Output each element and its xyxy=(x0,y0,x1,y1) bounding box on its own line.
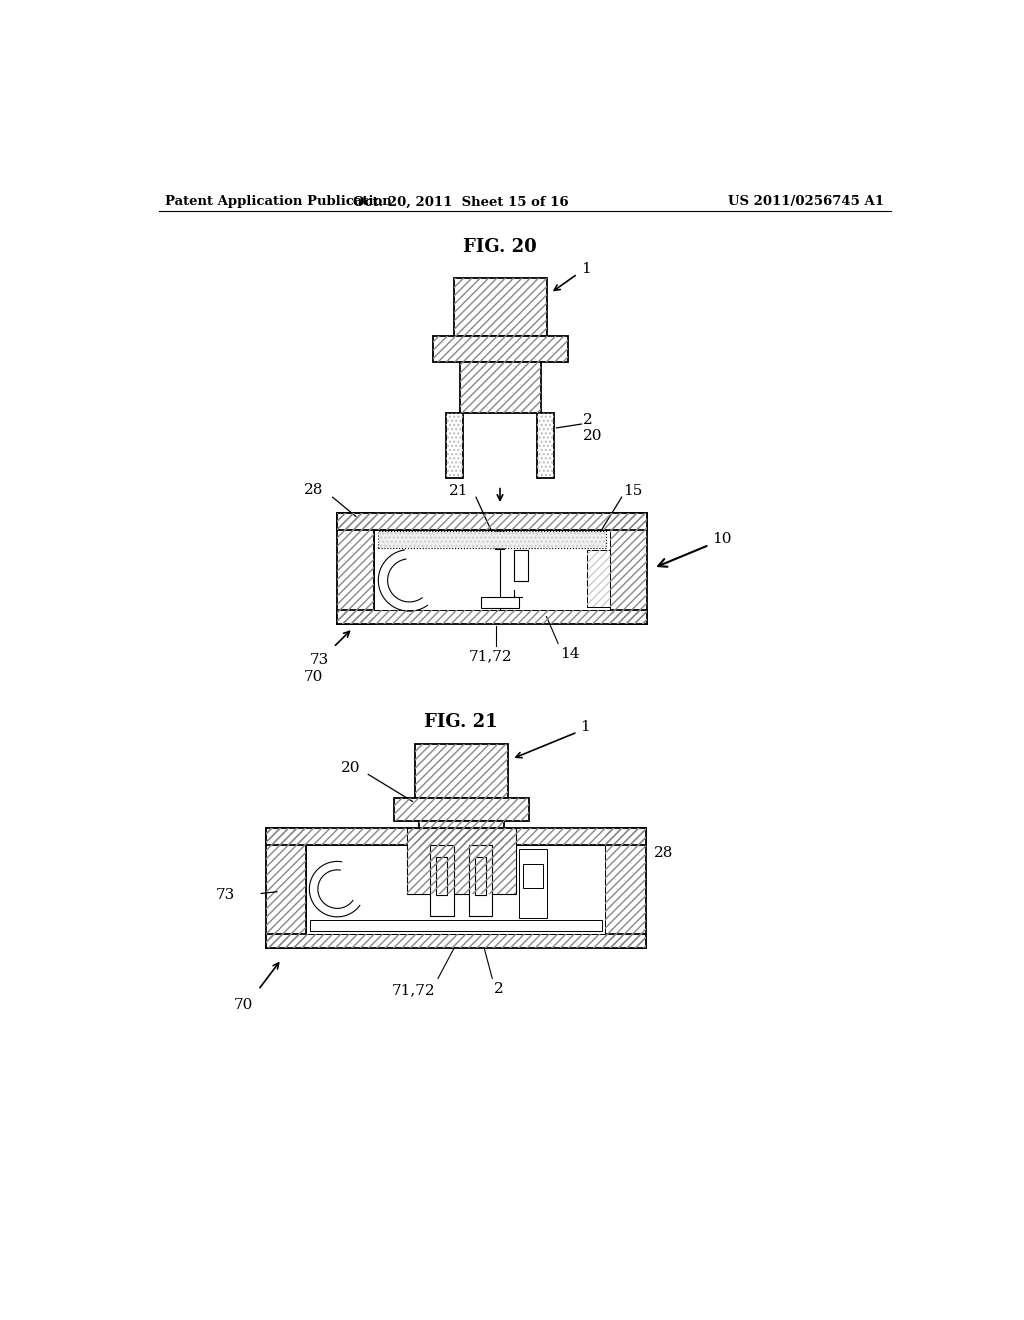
Text: 10: 10 xyxy=(713,532,732,545)
Bar xyxy=(337,512,375,624)
Text: 1: 1 xyxy=(582,261,591,276)
Text: 71,72: 71,72 xyxy=(391,983,435,998)
Bar xyxy=(310,920,601,932)
Text: Oct. 20, 2011  Sheet 15 of 16: Oct. 20, 2011 Sheet 15 of 16 xyxy=(353,195,569,209)
Bar xyxy=(605,829,646,948)
Bar xyxy=(407,829,515,894)
Bar xyxy=(436,857,447,895)
Text: 21: 21 xyxy=(449,484,468,498)
Bar xyxy=(266,829,306,948)
Bar xyxy=(337,610,647,624)
Text: Patent Application Publication: Patent Application Publication xyxy=(165,195,392,209)
Bar xyxy=(306,845,605,933)
Text: 73: 73 xyxy=(216,888,234,903)
Text: 73: 73 xyxy=(310,652,330,667)
Bar xyxy=(266,829,306,948)
Bar xyxy=(266,829,646,845)
Bar xyxy=(480,597,519,609)
Bar xyxy=(337,512,647,529)
Text: FIG. 20: FIG. 20 xyxy=(463,238,537,256)
Bar xyxy=(514,550,528,581)
Bar xyxy=(454,277,547,335)
Bar xyxy=(610,512,647,624)
Bar xyxy=(538,412,554,478)
Bar xyxy=(587,550,610,607)
Bar xyxy=(460,363,541,412)
Bar xyxy=(469,845,493,916)
Bar xyxy=(378,531,606,548)
Bar xyxy=(519,849,547,919)
Bar xyxy=(605,829,646,948)
Text: FIG. 21: FIG. 21 xyxy=(424,713,498,731)
Text: 20: 20 xyxy=(583,429,602,442)
Text: 71,72: 71,72 xyxy=(469,649,513,664)
Bar xyxy=(394,797,529,821)
Text: 2: 2 xyxy=(494,982,504,997)
Text: 1: 1 xyxy=(581,719,591,734)
Text: 2: 2 xyxy=(583,413,593,428)
Text: 70: 70 xyxy=(304,669,324,684)
Bar xyxy=(407,829,515,894)
Bar xyxy=(415,743,508,797)
Bar xyxy=(266,829,646,845)
Bar xyxy=(496,531,505,550)
Text: 14: 14 xyxy=(560,647,580,660)
Bar xyxy=(419,821,504,867)
Bar xyxy=(445,412,463,478)
Bar xyxy=(587,550,610,607)
Bar xyxy=(419,821,504,867)
Text: 28: 28 xyxy=(653,846,673,859)
Bar xyxy=(430,845,454,916)
Text: US 2011/0256745 A1: US 2011/0256745 A1 xyxy=(728,195,884,209)
Bar xyxy=(445,412,463,478)
Bar xyxy=(610,512,647,624)
Text: 20: 20 xyxy=(341,762,360,775)
Bar xyxy=(266,933,646,948)
Bar xyxy=(415,743,508,797)
Bar xyxy=(523,865,543,887)
Text: 15: 15 xyxy=(624,484,643,498)
Bar xyxy=(337,610,647,624)
Bar xyxy=(337,512,647,529)
Bar xyxy=(432,335,568,363)
Text: 28: 28 xyxy=(304,483,324,496)
Bar xyxy=(394,797,529,821)
Bar xyxy=(266,933,646,948)
Bar xyxy=(475,857,486,895)
Bar xyxy=(454,277,547,335)
Bar xyxy=(337,512,375,624)
Bar xyxy=(432,335,568,363)
Bar xyxy=(378,531,606,548)
Bar xyxy=(375,529,610,610)
Bar xyxy=(538,412,554,478)
Text: 70: 70 xyxy=(233,998,253,1012)
Bar xyxy=(460,363,541,412)
